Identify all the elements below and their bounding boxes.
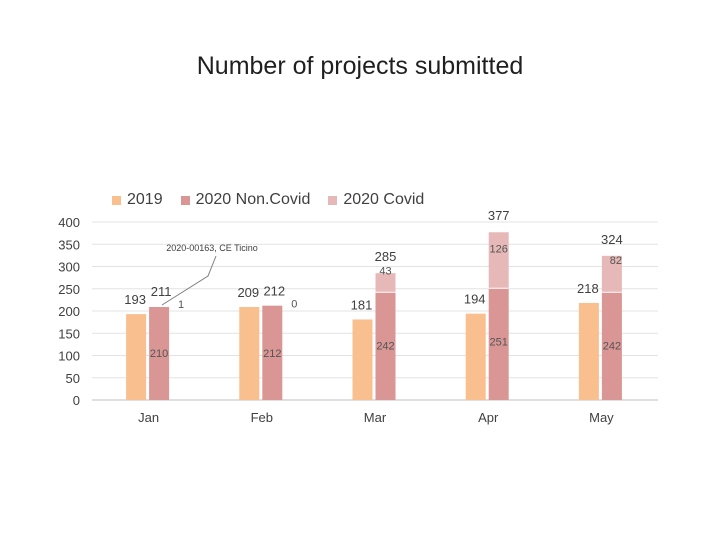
y-tick-label-50: 50 — [66, 371, 80, 386]
legend-swatch-noncovid — [180, 195, 190, 205]
x-tick-label-feb: Feb — [251, 410, 273, 425]
y-tick-label-100: 100 — [58, 349, 80, 364]
annotation-label: 2020-00163, CE Ticino — [166, 243, 258, 253]
y-tick-label-150: 150 — [58, 326, 80, 341]
data-label-2019-jan: 193 — [124, 292, 146, 307]
data-label-noncovid-feb: 212 — [263, 348, 281, 360]
y-tick-label-0: 0 — [73, 393, 80, 408]
data-label-total-may: 324 — [601, 232, 623, 247]
bar-2019-mar — [352, 319, 373, 400]
bar-2020-covid-apr — [488, 232, 509, 289]
x-tick-label-apr: Apr — [478, 410, 499, 425]
legend-label-noncovid: 2020 Non.Covid — [195, 191, 311, 208]
data-label-2019-feb: 209 — [237, 285, 259, 300]
bar-2019-apr — [465, 313, 486, 400]
data-label-2019-may: 218 — [577, 281, 599, 296]
y-tick-label-250: 250 — [58, 282, 80, 297]
y-tick-label-400: 400 — [58, 215, 80, 230]
data-label-covid-may: 82 — [610, 255, 622, 267]
annotation-leader-line — [161, 255, 217, 306]
data-label-noncovid-mar: 242 — [376, 340, 394, 352]
legend-item-2019: 2019 — [112, 191, 163, 209]
y-tick-label-350: 350 — [58, 237, 80, 252]
legend-item-noncovid: 2020 Non.Covid — [180, 191, 311, 209]
bar-2020-noncovid-apr — [488, 288, 509, 400]
bar-2020-noncovid-feb — [262, 305, 283, 400]
legend-item-covid: 2020 Covid — [328, 191, 424, 209]
data-label-total-mar: 285 — [375, 249, 397, 264]
legend-label-2019: 2019 — [127, 191, 163, 208]
bar-2020-noncovid-may — [601, 292, 622, 400]
data-label-noncovid-jan: 210 — [150, 348, 168, 360]
legend-label-covid: 2020 Covid — [343, 191, 425, 208]
data-label-2019-apr: 194 — [464, 292, 486, 307]
data-label-covid-jan: 1 — [178, 299, 184, 311]
data-label-noncovid-may: 242 — [603, 340, 621, 352]
data-label-covid-mar: 43 — [379, 266, 391, 278]
bar-2019-jan — [126, 314, 147, 400]
data-label-covid-feb: 0 — [291, 299, 297, 311]
chart-title: Number of projects submitted — [196, 52, 524, 80]
x-tick-label-mar: Mar — [364, 410, 387, 425]
data-label-2019-mar: 181 — [351, 297, 373, 312]
x-tick-label-jan: Jan — [138, 410, 159, 425]
bar-2020-covid-mar — [375, 273, 396, 293]
data-label-total-feb: 212 — [263, 284, 285, 299]
data-label-total-jan: 211 — [151, 284, 172, 299]
bar-2019-may — [578, 302, 599, 400]
bar-2020-noncovid-jan — [149, 306, 170, 400]
data-label-covid-apr: 126 — [490, 243, 508, 255]
bar-2019-feb — [239, 306, 260, 400]
legend-swatch-covid — [328, 195, 338, 205]
legend-swatch-2019 — [112, 195, 121, 205]
data-label-noncovid-apr: 251 — [490, 336, 508, 348]
legend: 2019 2020 Non.Covid 2020 Covid — [112, 191, 424, 209]
y-tick-label-200: 200 — [58, 304, 80, 319]
bar-2020-noncovid-mar — [375, 292, 396, 400]
x-tick-label-may: May — [589, 410, 614, 425]
y-tick-label-300: 300 — [58, 260, 80, 275]
bar-2020-covid-may — [601, 255, 622, 293]
data-label-total-apr: 377 — [488, 208, 510, 223]
